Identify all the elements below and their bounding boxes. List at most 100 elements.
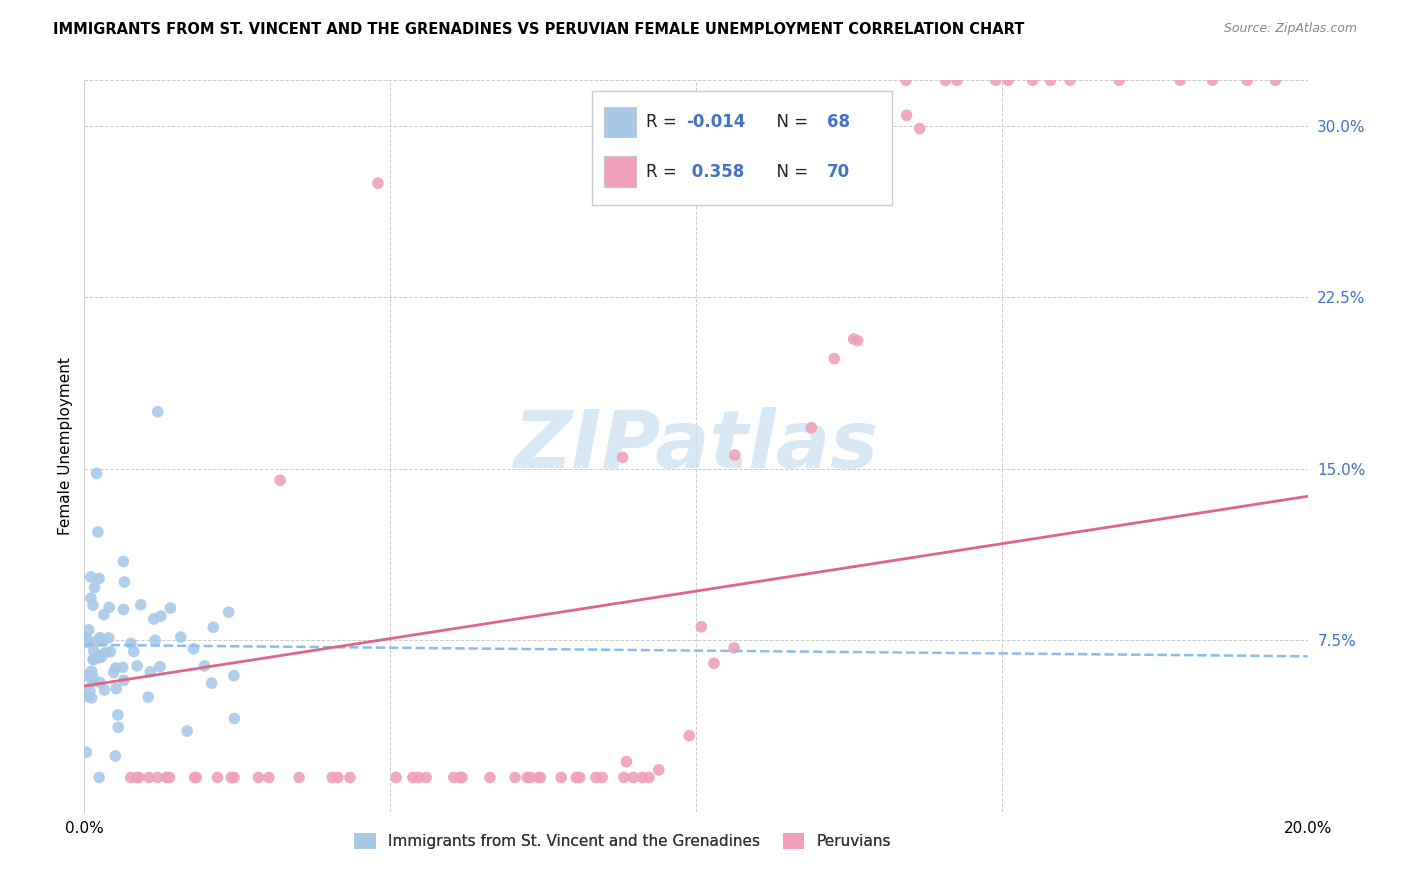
Point: [89, 631, 111, 645]
Text: -0.014: -0.014: [686, 113, 745, 131]
FancyBboxPatch shape: [592, 91, 891, 204]
FancyBboxPatch shape: [605, 107, 636, 137]
Point: [896, 108, 918, 122]
Point: [527, 771, 550, 785]
Point: [90, 650, 112, 665]
Point: [125, 771, 148, 785]
Point: [503, 771, 526, 785]
Point: [76, 690, 98, 704]
Point: [690, 620, 713, 634]
Point: [247, 771, 270, 785]
Point: [89, 771, 111, 785]
Point: [77, 623, 100, 637]
Text: N =: N =: [766, 162, 813, 181]
Legend: Immigrants from St. Vincent and the Grenadines, Peruvians: Immigrants from St. Vincent and the Gren…: [349, 827, 897, 855]
Point: [326, 771, 349, 785]
Point: [257, 771, 280, 785]
Point: [1039, 73, 1062, 87]
Text: ZIPatlas: ZIPatlas: [513, 407, 879, 485]
Point: [339, 771, 361, 785]
Point: [82, 674, 104, 689]
Point: [935, 73, 957, 87]
Text: N =: N =: [766, 113, 813, 131]
Point: [83, 644, 105, 658]
Point: [125, 658, 148, 673]
Point: [111, 660, 134, 674]
Point: [218, 605, 240, 619]
Point: [75, 668, 97, 682]
Point: [80, 570, 103, 584]
Point: [77, 635, 100, 649]
Point: [104, 661, 127, 675]
Point: [1168, 73, 1191, 87]
Point: [120, 636, 142, 650]
Point: [79, 684, 101, 698]
Point: [98, 600, 121, 615]
Point: [219, 771, 242, 785]
Point: [616, 755, 638, 769]
Point: [91, 633, 114, 648]
Point: [612, 450, 634, 465]
Point: [120, 771, 142, 785]
FancyBboxPatch shape: [605, 156, 636, 187]
Point: [129, 598, 152, 612]
Point: [1059, 73, 1081, 87]
Point: [1108, 73, 1130, 87]
Point: [82, 652, 104, 666]
Point: [550, 771, 572, 785]
Text: R =: R =: [645, 113, 682, 131]
Point: [142, 612, 165, 626]
Point: [128, 771, 150, 785]
Point: [93, 607, 115, 622]
Y-axis label: Female Unemployment: Female Unemployment: [58, 357, 73, 535]
Point: [139, 665, 162, 679]
Point: [222, 668, 245, 682]
Point: [146, 771, 169, 785]
Point: [908, 121, 931, 136]
Point: [82, 670, 104, 684]
Point: [415, 771, 437, 785]
Point: [112, 574, 135, 589]
Point: [408, 771, 430, 785]
Point: [800, 421, 823, 435]
Point: [87, 650, 110, 665]
Point: [76, 632, 98, 646]
Point: [823, 351, 845, 366]
Point: [159, 771, 181, 785]
Point: [591, 771, 613, 785]
Point: [155, 771, 177, 785]
Point: [1021, 73, 1043, 87]
Point: [89, 675, 111, 690]
Point: [122, 644, 145, 658]
Point: [222, 771, 245, 785]
Point: [846, 334, 869, 348]
Point: [568, 771, 591, 785]
Point: [946, 73, 969, 87]
Point: [93, 683, 115, 698]
Text: IMMIGRANTS FROM ST. VINCENT AND THE GRENADINES VS PERUVIAN FEMALE UNEMPLOYMENT C: IMMIGRANTS FROM ST. VINCENT AND THE GREN…: [53, 22, 1025, 37]
Point: [107, 708, 129, 723]
Point: [842, 332, 865, 346]
Point: [202, 620, 225, 634]
Point: [529, 771, 551, 785]
Point: [105, 681, 128, 696]
Text: 68: 68: [827, 113, 849, 131]
Point: [80, 690, 103, 705]
Point: [87, 572, 110, 586]
Point: [193, 659, 215, 673]
Point: [149, 659, 172, 673]
Point: [107, 720, 129, 734]
Point: [89, 648, 111, 663]
Point: [176, 724, 198, 739]
Point: [100, 645, 122, 659]
Point: [83, 652, 105, 666]
Point: [724, 448, 747, 462]
Point: [82, 599, 104, 613]
Point: [83, 581, 105, 595]
Point: [87, 524, 110, 539]
Point: [136, 690, 159, 704]
Point: [75, 631, 97, 645]
Point: [984, 73, 1007, 87]
Point: [443, 771, 465, 785]
Point: [288, 771, 311, 785]
